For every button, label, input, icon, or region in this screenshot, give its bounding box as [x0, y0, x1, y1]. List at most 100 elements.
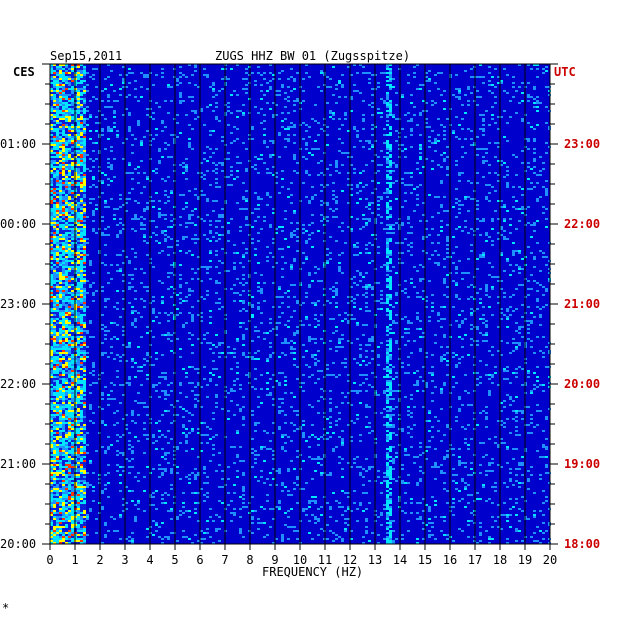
spectrogram-cell: [56, 358, 59, 360]
spectrogram-cell: [65, 294, 68, 296]
spectrogram-cell: [320, 200, 323, 202]
spectrogram-cell: [71, 262, 74, 264]
spectrogram-cell: [80, 216, 83, 218]
spectrogram-cell: [83, 354, 86, 356]
spectrogram-cell: [77, 282, 80, 284]
spectrogram-cell: [56, 362, 59, 364]
spectrogram-cell: [368, 218, 371, 220]
chart-date: Sep15,2011: [50, 49, 122, 63]
spectrogram-cell: [77, 164, 80, 166]
spectrogram-cell: [68, 202, 71, 204]
spectrogram-cell: [482, 156, 485, 158]
spectrogram-cell: [545, 290, 548, 292]
spectrogram-cell: [431, 374, 434, 376]
spectrogram-cell: [80, 282, 83, 284]
spectrogram-cell: [53, 196, 56, 198]
spectrogram-cell: [365, 224, 368, 226]
spectrogram-cell: [251, 72, 254, 74]
spectrogram-cell: [77, 122, 80, 124]
spectrogram-cell: [50, 312, 53, 314]
spectrogram-cell: [533, 222, 536, 224]
spectrogram-cell: [455, 284, 458, 286]
spectrogram-cell: [110, 106, 113, 108]
spectrogram-cell: [407, 218, 410, 220]
spectrogram-cell: [164, 180, 167, 182]
spectrogram-cell: [512, 242, 515, 244]
spectrogram-cell: [77, 94, 80, 96]
spectrogram-cell: [239, 226, 242, 228]
spectrogram-cell: [338, 338, 341, 340]
spectrogram-cell: [263, 162, 266, 164]
spectrogram-cell: [83, 126, 86, 128]
spectrogram-cell: [83, 140, 86, 142]
spectrogram-cell: [131, 152, 134, 154]
spectrogram-cell: [272, 328, 275, 330]
spectrogram-cell: [56, 154, 59, 156]
spectrogram-cell: [251, 340, 254, 342]
spectrogram-cell: [512, 250, 515, 252]
spectrogram-cell: [242, 256, 245, 258]
spectrogram-cell: [389, 254, 392, 256]
spectrogram-cell: [113, 208, 116, 210]
spectrogram-cell: [62, 280, 65, 282]
spectrogram-cell: [335, 196, 338, 198]
spectrogram-cell: [59, 308, 62, 310]
spectrogram-cell: [413, 188, 416, 190]
spectrogram-cell: [65, 178, 68, 180]
spectrogram-cell: [482, 148, 485, 150]
spectrogram-cell: [293, 342, 296, 344]
spectrogram-cell: [278, 322, 281, 324]
spectrogram-cell: [53, 88, 56, 90]
spectrogram-cell: [218, 282, 221, 284]
spectrogram-cell: [92, 370, 95, 372]
spectrogram-cell: [539, 174, 542, 176]
spectrogram-cell: [71, 194, 74, 196]
spectrogram-cell: [80, 198, 83, 200]
spectrogram-cell: [230, 112, 233, 114]
spectrogram-cell: [77, 204, 80, 206]
spectrogram-cell: [188, 146, 191, 148]
spectrogram-cell: [482, 306, 485, 308]
spectrogram-cell: [230, 174, 233, 176]
spectrogram-cell: [470, 324, 473, 326]
spectrogram-cell: [389, 314, 392, 316]
spectrogram-cell: [59, 234, 62, 236]
spectrogram-cell: [65, 144, 68, 146]
spectrogram-cell: [194, 208, 197, 210]
spectrogram-cell: [320, 204, 323, 206]
spectrogram-cell: [515, 348, 518, 350]
spectrogram-cell: [455, 188, 458, 190]
spectrogram-cell: [440, 94, 443, 96]
spectrogram-cell: [392, 306, 395, 308]
spectrogram-cell: [515, 208, 518, 210]
spectrogram-cell: [71, 234, 74, 236]
spectrogram-cell: [347, 322, 350, 324]
spectrogram-cell: [311, 214, 314, 216]
spectrogram-cell: [65, 132, 68, 134]
spectrogram-cell: [89, 158, 92, 160]
spectrogram-cell: [497, 82, 500, 84]
spectrogram-cell: [389, 80, 392, 82]
spectrogram-cell: [230, 68, 233, 70]
spectrogram-cell: [80, 88, 83, 90]
spectrogram-cell: [50, 226, 53, 228]
spectrogram-cell: [335, 170, 338, 172]
spectrogram-cell: [365, 364, 368, 366]
spectrogram-cell: [467, 298, 470, 300]
spectrogram-cell: [356, 322, 359, 324]
spectrogram-cell: [491, 186, 494, 188]
spectrogram-cell: [59, 350, 62, 352]
spectrogram-cell: [392, 116, 395, 118]
spectrogram-cell: [86, 238, 89, 240]
spectrogram-cell: [65, 244, 68, 246]
spectrogram-cell: [272, 174, 275, 176]
spectrogram-cell: [56, 104, 59, 106]
spectrogram-cell: [80, 134, 83, 136]
spectrogram-cell: [443, 318, 446, 320]
spectrogram-cell: [545, 180, 548, 182]
spectrogram-cell: [56, 166, 59, 168]
spectrogram-cell: [290, 126, 293, 128]
spectrogram-cell: [539, 102, 542, 104]
spectrogram-cell: [53, 348, 56, 350]
spectrogram-cell: [83, 288, 86, 290]
